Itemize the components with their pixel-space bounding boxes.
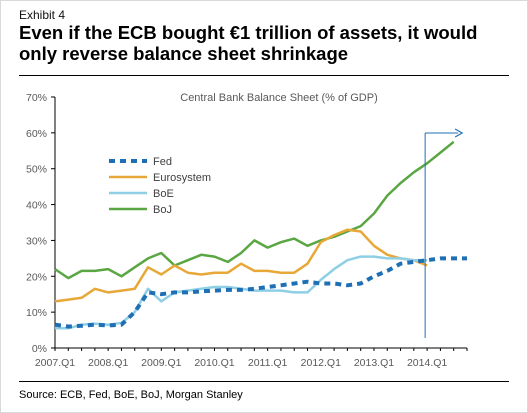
chart-title: Central Bank Balance Sheet (% of GDP) [180,92,377,104]
y-tick-label: 50% [26,164,47,176]
x-tick-label: 2010.Q1 [194,357,234,369]
axes: 0% 10% 20% 30% 40% 50% 60% 70% 2007.Q1 2008.Q1 200… [26,92,468,369]
x-tick-label: 2013.Q1 [354,357,394,369]
series-line-boj [54,140,455,280]
x-tick-label: 2011.Q1 [248,357,288,369]
x-tick-label: 2014.Q1 [407,357,447,369]
y-tick-label: 0% [32,343,47,355]
legend-label-fed: Fed [153,156,172,168]
forecast-arrow [424,128,464,338]
series-line-eurosystem [54,228,428,303]
x-tick-label: 2007.Q1 [35,357,75,369]
x-tick-label: 2012.Q1 [301,357,341,369]
x-tick-label: 2008.Q1 [88,357,128,369]
forecast-arrow-head [454,128,464,138]
legend-label-eurosystem: Eurosystem [153,172,211,184]
top-rule [19,75,509,76]
y-tick-label: 20% [26,271,47,283]
y-tick-label: 30% [26,235,47,247]
headline: Even if the ECB bought €1 trillion of as… [19,22,478,64]
exhibit-label: Exhibit 4 [19,8,66,22]
source-note: Source: ECB, Fed, BoE, BoJ, Morgan Stanl… [19,389,243,401]
x-tick-label: 2009.Q1 [141,357,181,369]
series-line-fed [54,256,467,329]
y-tick-label: 10% [26,307,47,319]
y-tick-label: 70% [26,92,47,104]
bottom-rule [19,381,509,382]
balance-sheet-chart: Central Bank Balance Sheet (% of GDP) 0%… [26,92,468,369]
y-tick-label: 60% [26,128,47,140]
legend: Fed Eurosystem BoE BoJ [109,156,211,216]
legend-label-boj: BoJ [153,204,172,216]
legend-label-boe: BoE [153,188,174,200]
y-tick-label: 40% [26,200,47,212]
series-lines [54,140,467,330]
